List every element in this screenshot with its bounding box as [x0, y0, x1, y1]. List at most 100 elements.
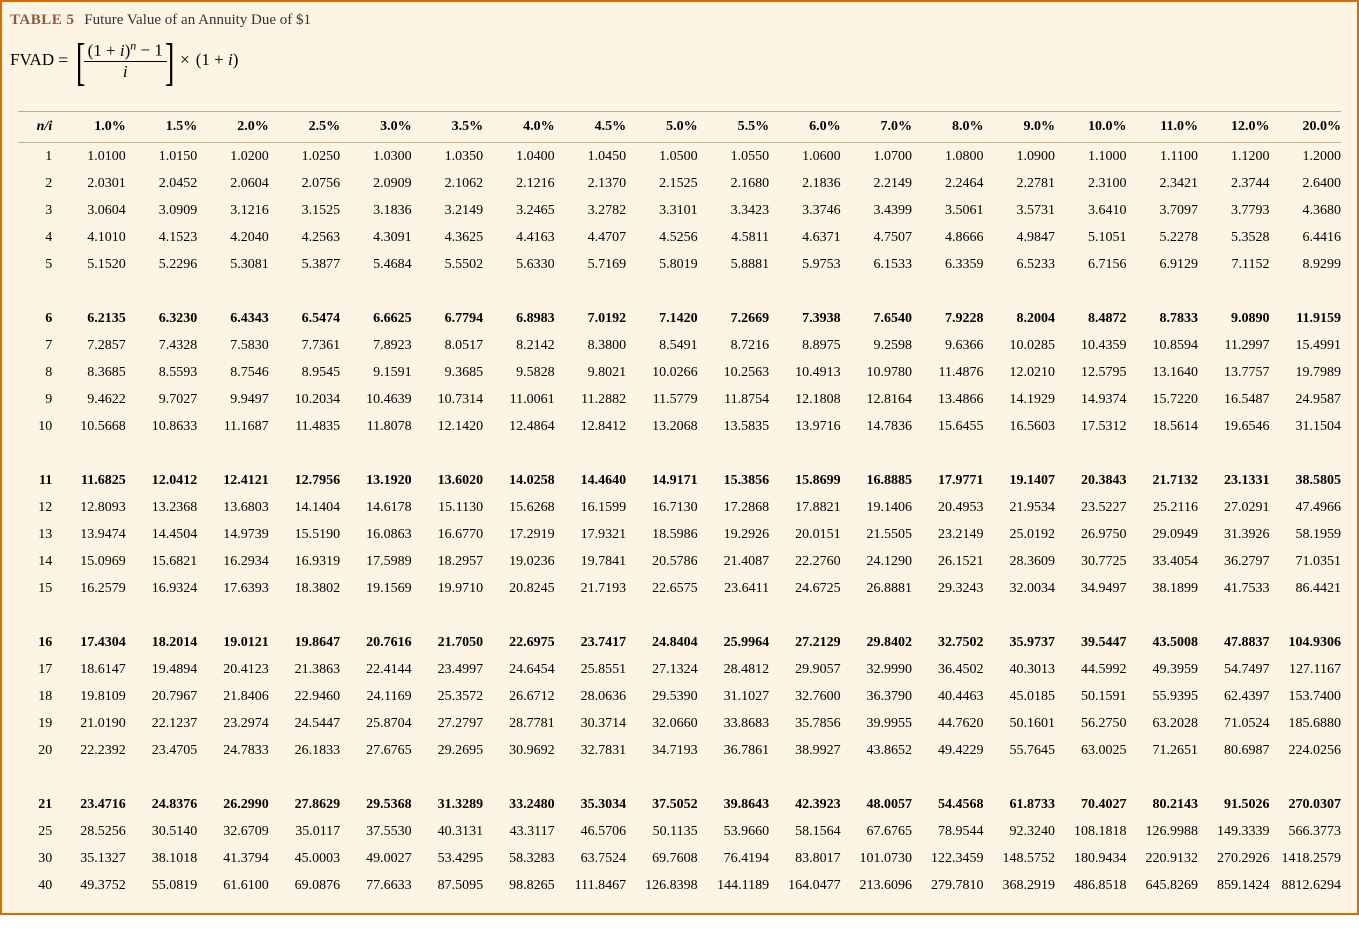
value-cell: 43.5008 — [1127, 629, 1198, 656]
value-cell: 50.1591 — [1055, 683, 1126, 710]
value-cell: 28.0636 — [555, 683, 626, 710]
value-cell: 13.6020 — [412, 467, 483, 494]
value-cell: 25.0192 — [984, 521, 1055, 548]
value-cell: 148.5752 — [984, 845, 1055, 872]
value-cell: 23.5227 — [1055, 494, 1126, 521]
value-cell: 10.8633 — [126, 413, 197, 440]
value-cell: 24.8404 — [626, 629, 697, 656]
value-cell: 25.9964 — [698, 629, 769, 656]
value-cell: 8.5491 — [626, 332, 697, 359]
column-header: 2.5% — [269, 112, 340, 143]
value-cell: 12.1808 — [769, 386, 840, 413]
value-cell: 9.4622 — [54, 386, 125, 413]
table-card: TABLE 5 Future Value of an Annuity Due o… — [0, 0, 1359, 915]
value-cell: 19.6546 — [1198, 413, 1269, 440]
value-cell: 3.2782 — [555, 197, 626, 224]
value-cell: 2.0909 — [340, 170, 411, 197]
value-cell: 35.1327 — [54, 845, 125, 872]
value-cell: 14.9171 — [626, 467, 697, 494]
value-cell: 12.8093 — [54, 494, 125, 521]
value-cell: 32.6709 — [197, 818, 268, 845]
value-cell: 32.0034 — [984, 575, 1055, 602]
column-header: 9.0% — [984, 112, 1055, 143]
value-cell: 23.4705 — [126, 737, 197, 764]
value-cell: 15.7220 — [1127, 386, 1198, 413]
table-area: n/i1.0%1.5%2.0%2.5%3.0%3.5%4.0%4.5%5.0%5… — [2, 111, 1357, 913]
value-cell: 11.2997 — [1198, 332, 1269, 359]
value-cell: 30.7725 — [1055, 548, 1126, 575]
value-cell: 31.3926 — [1198, 521, 1269, 548]
value-cell: 5.8019 — [626, 251, 697, 278]
value-cell: 180.9434 — [1055, 845, 1126, 872]
table-row: 4049.375255.081961.610069.087677.663387.… — [18, 872, 1341, 899]
value-cell: 17.9771 — [912, 467, 983, 494]
value-cell: 23.1331 — [1198, 467, 1269, 494]
value-cell: 1.0350 — [412, 143, 483, 171]
value-cell: 56.2750 — [1055, 710, 1126, 737]
column-header: 5.0% — [626, 112, 697, 143]
period-cell: 15 — [18, 575, 54, 602]
value-cell: 23.2974 — [197, 710, 268, 737]
value-cell: 1.0600 — [769, 143, 840, 171]
value-cell: 12.0412 — [126, 467, 197, 494]
value-cell: 15.6268 — [483, 494, 554, 521]
table-row: 55.15205.22965.30815.38775.46845.55025.6… — [18, 251, 1341, 278]
value-cell: 33.2480 — [483, 791, 554, 818]
value-cell: 8.8975 — [769, 332, 840, 359]
value-cell: 8.7833 — [1127, 305, 1198, 332]
value-cell: 80.2143 — [1127, 791, 1198, 818]
column-header: 3.5% — [412, 112, 483, 143]
value-cell: 9.6366 — [912, 332, 983, 359]
table-row: 1010.566810.863311.168711.483511.807812.… — [18, 413, 1341, 440]
value-cell: 15.8699 — [769, 467, 840, 494]
value-cell: 270.0307 — [1269, 791, 1341, 818]
period-cell: 9 — [18, 386, 54, 413]
value-cell: 16.9319 — [269, 548, 340, 575]
value-cell: 6.7794 — [412, 305, 483, 332]
value-cell: 30.3714 — [555, 710, 626, 737]
value-cell: 18.5986 — [626, 521, 697, 548]
value-cell: 153.7400 — [1269, 683, 1341, 710]
value-cell: 6.8983 — [483, 305, 554, 332]
table-row: 1617.430418.201419.012119.864720.761621.… — [18, 629, 1341, 656]
multiply-sign: × — [180, 50, 190, 70]
value-cell: 29.8402 — [841, 629, 912, 656]
value-cell: 5.5502 — [412, 251, 483, 278]
value-cell: 32.7502 — [912, 629, 983, 656]
value-cell: 6.4416 — [1269, 224, 1341, 251]
value-cell: 19.8109 — [54, 683, 125, 710]
value-cell: 12.8164 — [841, 386, 912, 413]
value-cell: 50.1135 — [626, 818, 697, 845]
value-cell: 4.3680 — [1269, 197, 1341, 224]
value-cell: 38.1018 — [126, 845, 197, 872]
table-row: 1718.614719.489420.412321.386322.414423.… — [18, 656, 1341, 683]
value-cell: 47.4966 — [1269, 494, 1341, 521]
value-cell: 11.2882 — [555, 386, 626, 413]
value-cell: 42.3923 — [769, 791, 840, 818]
value-cell: 10.4359 — [1055, 332, 1126, 359]
value-cell: 77.6633 — [340, 872, 411, 899]
value-cell: 8.2142 — [483, 332, 554, 359]
value-cell: 4.4163 — [483, 224, 554, 251]
value-cell: 7.8923 — [340, 332, 411, 359]
table-row: 99.46229.70279.949710.203410.463910.7314… — [18, 386, 1341, 413]
table-row: 2123.471624.837626.299027.862929.536831.… — [18, 791, 1341, 818]
table-row: 44.10104.15234.20404.25634.30914.36254.4… — [18, 224, 1341, 251]
value-cell: 3.1836 — [340, 197, 411, 224]
value-cell: 1.0100 — [54, 143, 125, 171]
value-cell: 23.2149 — [912, 521, 983, 548]
formula-lhs: FVAD — [10, 50, 54, 70]
value-cell: 38.9927 — [769, 737, 840, 764]
value-cell: 1.1200 — [1198, 143, 1269, 171]
num-prefix: (1 + — [88, 41, 120, 60]
value-cell: 21.8406 — [197, 683, 268, 710]
table-row: 22.03012.04522.06042.07562.09092.10622.1… — [18, 170, 1341, 197]
value-cell: 63.2028 — [1127, 710, 1198, 737]
value-cell: 35.3034 — [555, 791, 626, 818]
value-cell: 10.2563 — [698, 359, 769, 386]
value-cell: 26.6712 — [483, 683, 554, 710]
value-cell: 859.1424 — [1198, 872, 1269, 899]
formula-fraction: (1 + i)n − 1 i — [84, 39, 167, 80]
value-cell: 17.4304 — [54, 629, 125, 656]
annuity-table: n/i1.0%1.5%2.0%2.5%3.0%3.5%4.0%4.5%5.0%5… — [18, 111, 1341, 899]
